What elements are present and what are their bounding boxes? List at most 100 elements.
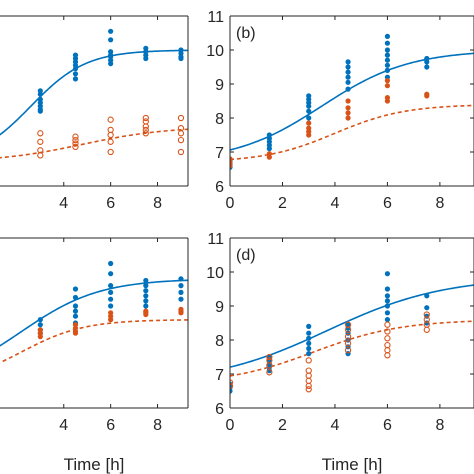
data-point — [384, 317, 391, 323]
plot-area — [230, 33, 474, 170]
data-point — [72, 71, 79, 77]
data-point — [345, 110, 351, 116]
data-point — [72, 322, 79, 328]
data-point — [424, 305, 430, 311]
data-point — [230, 156, 233, 162]
data-point — [142, 126, 149, 134]
data-point — [384, 303, 391, 309]
data-point — [230, 382, 234, 390]
data-point — [305, 382, 312, 390]
x-axis-label: Time [h] — [322, 455, 383, 474]
data-point — [178, 47, 184, 53]
data-point — [344, 340, 352, 347]
data-point — [306, 108, 312, 114]
data-point — [345, 59, 351, 65]
x-tick-label: 6 — [106, 417, 115, 434]
data-point — [37, 130, 44, 137]
data-point — [37, 88, 43, 94]
x-tick-label: 6 — [383, 417, 392, 434]
data-point — [37, 322, 43, 328]
y-tick-label: 9 — [215, 77, 224, 94]
fit-line-dashed — [0, 128, 188, 159]
data-point — [230, 379, 234, 386]
data-point — [384, 52, 391, 58]
data-point — [37, 317, 43, 323]
x-tick-label: 8 — [435, 195, 444, 212]
panel-label: (b) — [236, 25, 256, 42]
data-point — [72, 303, 79, 309]
data-point — [72, 286, 79, 292]
data-point — [107, 116, 114, 123]
data-point — [107, 148, 114, 156]
data-point — [306, 345, 312, 352]
fit-line-dashed — [230, 320, 474, 377]
data-point — [108, 28, 114, 34]
data-point — [384, 335, 391, 342]
data-point — [345, 98, 351, 104]
data-point — [306, 93, 312, 99]
data-point — [108, 303, 114, 309]
data-point — [423, 311, 430, 318]
data-point — [305, 367, 312, 374]
data-point — [108, 49, 114, 55]
data-point — [306, 115, 312, 121]
data-point — [306, 330, 312, 336]
panel-label: (d) — [236, 247, 256, 264]
y-tick-label: 9 — [215, 299, 224, 316]
data-point — [108, 37, 114, 43]
x-tick-label: 8 — [153, 195, 162, 212]
data-point — [384, 310, 391, 316]
data-point — [344, 333, 352, 340]
data-point — [142, 114, 149, 122]
data-point — [178, 306, 184, 312]
data-point — [177, 125, 185, 132]
data-point — [344, 321, 352, 328]
data-point — [178, 276, 184, 282]
panel-2: 0 2 4 6 8 6 7 8 9 10 11 (b) — [206, 9, 474, 212]
data-point — [424, 91, 430, 97]
data-point — [178, 289, 184, 295]
data-point — [384, 33, 391, 40]
data-point — [345, 74, 351, 80]
data-point — [384, 271, 391, 277]
y-tick-label: 11 — [207, 231, 224, 248]
fit-line-solid — [230, 284, 474, 368]
data-point — [345, 86, 351, 92]
data-point — [107, 138, 114, 145]
data-point — [143, 45, 149, 51]
y-tick-label: 10 — [206, 265, 224, 282]
data-point — [142, 130, 149, 137]
y-tick-label: 7 — [215, 145, 224, 162]
x-tick-label: 4 — [59, 195, 68, 212]
data-point — [37, 138, 44, 145]
x-tick-label: 4 — [330, 195, 339, 212]
data-point — [108, 271, 114, 277]
data-point — [177, 130, 185, 137]
data-point — [345, 105, 351, 111]
data-point — [72, 136, 79, 144]
fit-line-dashed — [230, 104, 474, 161]
data-point — [143, 308, 149, 314]
data-point — [108, 296, 114, 302]
data-point — [424, 55, 430, 62]
plot-area — [230, 271, 474, 394]
x-tick-label: 0 — [226, 417, 235, 434]
panel-1: 4 6 8 — [0, 15, 189, 212]
data-point — [305, 372, 312, 379]
data-point — [306, 323, 312, 329]
x-tick-label: 2 — [278, 417, 287, 434]
plot-area — [0, 260, 188, 364]
data-point — [345, 69, 351, 75]
data-point — [384, 328, 391, 335]
x-tick-label: 6 — [383, 195, 392, 212]
data-point — [143, 293, 149, 299]
data-point — [143, 277, 149, 284]
panel-3: 4 6 8 Time [h] — [0, 237, 189, 474]
data-point — [423, 326, 430, 333]
data-point — [345, 115, 351, 121]
x-tick-label: 4 — [59, 417, 68, 434]
data-point — [37, 96, 43, 102]
data-point — [177, 148, 185, 156]
data-point — [72, 76, 79, 82]
